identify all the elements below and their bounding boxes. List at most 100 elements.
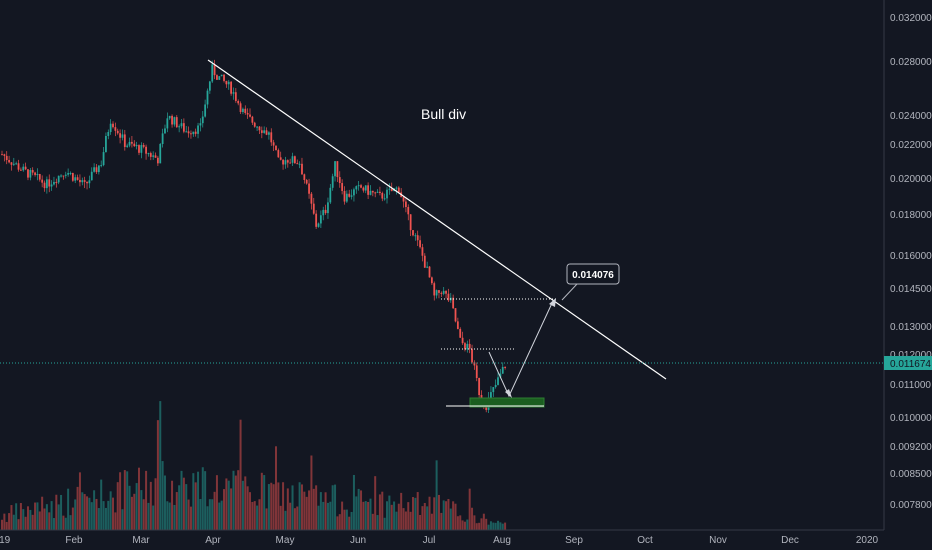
- volume-bar: [260, 472, 263, 530]
- volume-bar: [378, 494, 381, 530]
- candle: [386, 186, 388, 204]
- candle: [88, 175, 91, 189]
- candle: [459, 327, 462, 338]
- candle: [159, 142, 162, 164]
- candle: [102, 146, 105, 167]
- candle: [270, 128, 273, 146]
- candle: [343, 186, 346, 205]
- volume-bar: [178, 485, 181, 530]
- candle: [369, 185, 372, 196]
- candle: [452, 294, 455, 309]
- x-tick-label: Apr: [205, 535, 221, 546]
- volume-bar: [38, 511, 41, 530]
- candle: [473, 360, 476, 370]
- y-tick-label: 0.016000: [890, 251, 932, 262]
- volume-bar: [454, 503, 457, 530]
- volume-bar: [246, 486, 249, 530]
- projection-path[interactable]: [488, 300, 554, 398]
- price-axis[interactable]: 0.032000 0.028000 0.024000 0.022000 0.02…: [890, 13, 932, 511]
- candle: [428, 265, 431, 278]
- volume-bar: [367, 501, 370, 530]
- volume-bar: [128, 485, 131, 530]
- volume-bar: [50, 501, 53, 530]
- candle: [402, 195, 405, 208]
- volume-bar: [189, 506, 192, 530]
- y-tick-label: 0.007800: [890, 500, 932, 511]
- volume-bar: [267, 484, 270, 530]
- volume-bar: [322, 501, 325, 530]
- volume-bar: [43, 508, 46, 530]
- volume-bar: [204, 471, 207, 530]
- candle: [225, 80, 228, 88]
- volume-bar: [215, 475, 218, 530]
- volume-bar: [381, 491, 384, 530]
- candle: [135, 141, 138, 150]
- x-tick-label: Feb: [65, 535, 83, 546]
- volume-bar: [154, 478, 157, 530]
- candle: [67, 168, 70, 177]
- volume-bar: [334, 484, 337, 530]
- candle: [119, 129, 121, 144]
- candle: [197, 122, 199, 139]
- candle: [282, 159, 284, 170]
- candle: [405, 198, 407, 213]
- volume-bar: [371, 513, 374, 530]
- candle: [194, 128, 197, 137]
- candle: [426, 261, 429, 269]
- candle: [105, 132, 107, 153]
- volume-bar: [440, 512, 443, 530]
- volume-bar: [312, 488, 315, 530]
- target-callout[interactable]: 0.014076: [561, 263, 620, 301]
- candle: [83, 176, 86, 189]
- candle: [97, 165, 100, 175]
- candle: [175, 115, 178, 128]
- x-tick-label: 2019: [0, 535, 11, 546]
- candle: [216, 74, 218, 80]
- volume-bar: [298, 482, 301, 530]
- candle: [442, 286, 445, 296]
- volume-bar: [130, 496, 133, 530]
- volume-bar: [137, 467, 140, 530]
- volume-bar: [449, 508, 452, 530]
- volume-bar: [445, 501, 448, 530]
- candle: [152, 151, 155, 160]
- volume-bar: [100, 479, 103, 530]
- volume-bar: [350, 511, 353, 530]
- volume-bar: [161, 461, 164, 530]
- time-axis-panel: [0, 530, 932, 550]
- support-zone[interactable]: [469, 397, 545, 408]
- candle: [109, 119, 112, 135]
- candle: [357, 181, 360, 191]
- volume-bar: [442, 500, 445, 530]
- candle: [367, 182, 370, 199]
- descending-trendline[interactable]: [207, 59, 667, 380]
- candle: [74, 174, 77, 184]
- volume-bar: [206, 506, 209, 530]
- volume-bar: [416, 492, 419, 530]
- candle: [478, 377, 481, 401]
- volume-bar: [194, 482, 197, 530]
- candle: [466, 340, 469, 353]
- candle: [138, 144, 140, 156]
- candle: [244, 105, 247, 115]
- candle: [19, 167, 22, 171]
- volume-bar: [411, 497, 414, 530]
- y-tick-label: 0.009200: [890, 442, 932, 453]
- candle: [454, 308, 457, 323]
- volume-bar: [185, 484, 188, 530]
- y-tick-label: 0.008500: [890, 469, 932, 480]
- volume-bar: [10, 505, 13, 530]
- volume-bar: [437, 494, 440, 530]
- candlesticks: [1, 59, 507, 413]
- candle: [348, 189, 351, 198]
- time-axis[interactable]: 2019 Feb Mar Apr May Jun Jul Aug Sep Oct…: [0, 535, 879, 546]
- volume-bar: [22, 509, 25, 530]
- candle: [57, 175, 60, 185]
- candle: [324, 204, 327, 215]
- volume-bar: [343, 509, 346, 530]
- volume-bar: [397, 503, 400, 530]
- volume-bar: [149, 481, 152, 530]
- candle: [90, 167, 93, 181]
- volume-bar: [284, 510, 287, 530]
